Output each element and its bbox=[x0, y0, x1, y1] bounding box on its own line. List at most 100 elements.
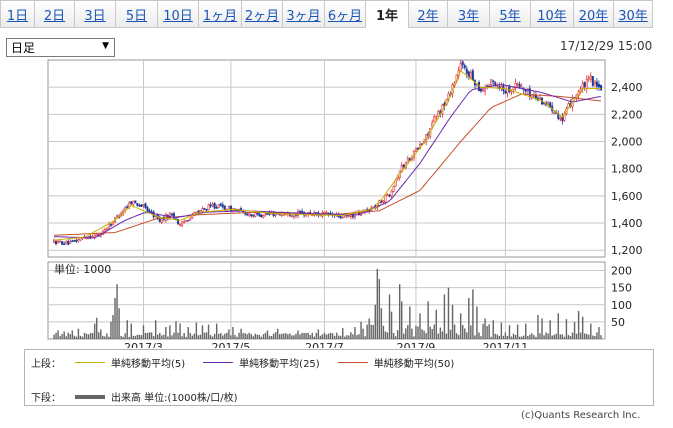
volume-bar bbox=[535, 336, 537, 339]
volume-bar bbox=[116, 284, 118, 339]
candle-body bbox=[144, 203, 147, 209]
volume-bar bbox=[445, 333, 448, 339]
volume-bar bbox=[252, 336, 254, 339]
tab-6[interactable]: 2ヶ月 bbox=[242, 0, 283, 28]
volume-bar bbox=[459, 313, 462, 339]
tab-0[interactable]: 1日 bbox=[0, 0, 35, 28]
volume-bar bbox=[401, 301, 403, 339]
volume-bar bbox=[392, 332, 395, 339]
volume-bar bbox=[415, 325, 417, 339]
volume-bar bbox=[451, 304, 454, 339]
volume-bar bbox=[551, 335, 553, 339]
volume-bar bbox=[565, 319, 568, 339]
tab-1[interactable]: 2日 bbox=[35, 0, 75, 28]
volume-bar bbox=[470, 325, 472, 339]
candle-body bbox=[254, 212, 257, 217]
volume-bar bbox=[360, 321, 362, 339]
candle-body bbox=[61, 241, 64, 245]
volume-bar bbox=[555, 333, 557, 339]
volume-bar bbox=[579, 332, 582, 339]
tab-9[interactable]: 1年 bbox=[366, 0, 409, 28]
volume-bar bbox=[55, 332, 57, 339]
tab-12[interactable]: 5年 bbox=[490, 0, 531, 28]
tab-15[interactable]: 30年 bbox=[614, 0, 653, 28]
candle-body bbox=[211, 203, 214, 207]
volume-bar bbox=[533, 335, 535, 339]
candle-body bbox=[504, 91, 507, 94]
volume-bar bbox=[79, 335, 82, 339]
legend-ma25: 単純移動平均(25) bbox=[203, 355, 320, 370]
candle-body bbox=[179, 223, 182, 226]
volume-bar bbox=[283, 333, 285, 339]
candle-body bbox=[146, 207, 149, 212]
tab-3[interactable]: 5日 bbox=[116, 0, 158, 28]
candle-body bbox=[416, 147, 419, 150]
tab-label: 30年 bbox=[618, 8, 648, 24]
volume-bar bbox=[250, 333, 252, 339]
tab-2[interactable]: 3日 bbox=[75, 0, 116, 28]
volume-bar bbox=[571, 332, 574, 339]
volume-bar bbox=[435, 309, 437, 339]
candle-body bbox=[299, 211, 302, 213]
volume-bar bbox=[248, 332, 250, 339]
tab-10[interactable]: 2年 bbox=[409, 0, 448, 28]
volume-bar bbox=[346, 335, 348, 339]
volume-bar bbox=[262, 334, 265, 339]
volume-bar bbox=[510, 336, 513, 339]
volume-bar bbox=[246, 334, 248, 339]
candle-body bbox=[107, 223, 110, 229]
volume-bar bbox=[453, 324, 456, 339]
volume-bar bbox=[484, 318, 486, 339]
candle-body bbox=[168, 212, 171, 219]
tab-label: 3日 bbox=[84, 8, 106, 24]
candle-body bbox=[290, 215, 293, 217]
volume-bar bbox=[319, 335, 322, 339]
tab-label: 3年 bbox=[457, 8, 480, 24]
candle-body bbox=[402, 164, 405, 168]
price-y-tick: 1,800 bbox=[611, 163, 643, 176]
volume-bar bbox=[104, 336, 106, 339]
volume-bar bbox=[57, 330, 59, 339]
tab-7[interactable]: 3ヶ月 bbox=[283, 0, 325, 28]
volume-bar bbox=[563, 336, 566, 339]
volume-bar bbox=[187, 327, 189, 339]
candle-body bbox=[524, 89, 527, 92]
volume-bar bbox=[403, 333, 405, 339]
candle-body bbox=[492, 80, 495, 83]
volume-bar bbox=[291, 335, 293, 339]
tab-label: 2ヶ月 bbox=[244, 8, 280, 24]
volume-bar bbox=[234, 335, 236, 339]
legend-upper-row: 上段： 単純移動平均(5) 単純移動平均(25) 単純移動平均(50) bbox=[31, 355, 472, 370]
legend: 上段： 単純移動平均(5) 単純移動平均(25) 単純移動平均(50) 下段： … bbox=[24, 349, 654, 406]
volume-bar bbox=[175, 321, 177, 339]
volume-bar bbox=[382, 325, 385, 339]
volume-bar bbox=[268, 335, 271, 339]
volume-bar bbox=[232, 327, 234, 339]
bar-type-select[interactable]: 日足 ▼ bbox=[6, 38, 115, 57]
volume-bar bbox=[130, 323, 132, 339]
tab-11[interactable]: 3年 bbox=[448, 0, 490, 28]
volume-bar bbox=[242, 333, 244, 339]
candle-body bbox=[250, 214, 253, 216]
candle-body bbox=[136, 203, 139, 207]
tab-4[interactable]: 10日 bbox=[158, 0, 199, 28]
tab-13[interactable]: 10年 bbox=[531, 0, 574, 28]
legend-volume-label: 出来高 単位:(1000株/口/枚) bbox=[111, 393, 238, 404]
tab-label: 1年 bbox=[375, 9, 399, 24]
volume-unit-label: 単位: 1000 bbox=[54, 262, 111, 276]
volume-bar bbox=[537, 315, 539, 339]
tab-5[interactable]: 1ヶ月 bbox=[199, 0, 242, 28]
candle-body bbox=[223, 205, 226, 210]
candle-body bbox=[274, 213, 277, 216]
tab-8[interactable]: 6ヶ月 bbox=[325, 0, 366, 28]
candle-body bbox=[484, 87, 487, 92]
volume-bar bbox=[500, 322, 503, 339]
volume-bar bbox=[91, 332, 94, 339]
tab-14[interactable]: 20年 bbox=[574, 0, 614, 28]
volume-bar bbox=[378, 279, 381, 339]
volume-panel bbox=[47, 261, 606, 340]
candle-body bbox=[197, 210, 200, 213]
volume-bar bbox=[388, 294, 391, 339]
volume-bar bbox=[65, 336, 67, 339]
candle-body bbox=[323, 211, 326, 214]
